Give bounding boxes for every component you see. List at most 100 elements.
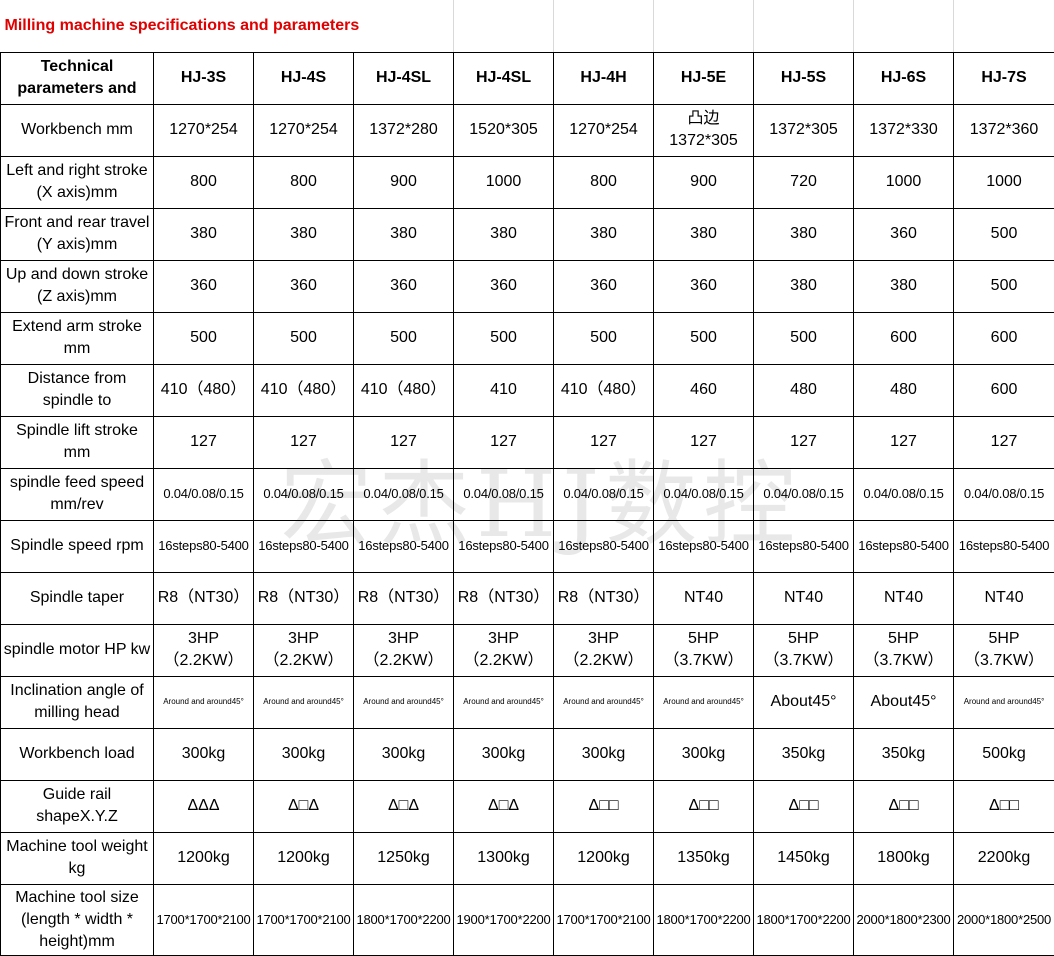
value-cell: 1270*254 — [254, 104, 354, 156]
value-cell: 1350kg — [654, 832, 754, 884]
value-cell: 1000 — [954, 156, 1054, 208]
value-cell: R8（NT30） — [454, 572, 554, 624]
value-cell: 16steps80-5400 — [754, 520, 854, 572]
value-cell: 500 — [954, 208, 1054, 260]
value-cell: 1900*1700*2200 — [454, 884, 554, 955]
value-cell: 460 — [654, 364, 754, 416]
value-cell: 0.04/0.08/0.15 — [254, 468, 354, 520]
value-cell: 5HP（3.7KW） — [954, 624, 1054, 676]
value-cell: 500 — [954, 260, 1054, 312]
value-cell: 500 — [454, 312, 554, 364]
value-cell: 16steps80-5400 — [954, 520, 1054, 572]
title-row: Milling machine specifications and param… — [1, 0, 1054, 52]
value-cell: 480 — [754, 364, 854, 416]
model-header: HJ-5S — [754, 52, 854, 104]
value-cell: 1000 — [854, 156, 954, 208]
value-cell: 600 — [954, 312, 1054, 364]
value-cell: 0.04/0.08/0.15 — [154, 468, 254, 520]
value-cell: 800 — [254, 156, 354, 208]
value-cell: NT40 — [854, 572, 954, 624]
value-cell: Around and around45° — [254, 676, 354, 728]
param-label: Distance from spindle to — [1, 364, 154, 416]
value-cell: 127 — [554, 416, 654, 468]
value-cell: 0.04/0.08/0.15 — [454, 468, 554, 520]
value-cell: 380 — [754, 260, 854, 312]
value-cell: 1700*1700*2100 — [554, 884, 654, 955]
value-cell: 380 — [354, 208, 454, 260]
value-cell: 2000*1800*2500 — [954, 884, 1054, 955]
value-cell: 300kg — [154, 728, 254, 780]
value-cell: 3HP（2.2KW） — [154, 624, 254, 676]
value-cell: 127 — [454, 416, 554, 468]
value-cell: 360 — [254, 260, 354, 312]
value-cell: 380 — [754, 208, 854, 260]
blank-cell — [454, 0, 554, 52]
value-cell: 1300kg — [454, 832, 554, 884]
model-header: HJ-6S — [854, 52, 954, 104]
model-header: HJ-4H — [554, 52, 654, 104]
param-label: spindle motor HP kw — [1, 624, 154, 676]
value-cell: R8（NT30） — [554, 572, 654, 624]
value-cell: 480 — [854, 364, 954, 416]
value-cell: 0.04/0.08/0.15 — [554, 468, 654, 520]
value-cell: 410（480） — [354, 364, 454, 416]
value-cell: Around and around45° — [954, 676, 1054, 728]
value-cell: 300kg — [354, 728, 454, 780]
value-cell: 300kg — [254, 728, 354, 780]
value-cell: 2000*1800*2300 — [854, 884, 954, 955]
value-cell: 500 — [354, 312, 454, 364]
value-cell: 16steps80-5400 — [554, 520, 654, 572]
value-cell: 360 — [454, 260, 554, 312]
value-cell: 360 — [854, 208, 954, 260]
value-cell: NT40 — [754, 572, 854, 624]
value-cell: 127 — [154, 416, 254, 468]
value-cell: Δ□□ — [554, 780, 654, 832]
value-cell: 3HP（2.2KW） — [454, 624, 554, 676]
value-cell: 300kg — [554, 728, 654, 780]
value-cell: Around and around45° — [654, 676, 754, 728]
value-cell: 1000 — [454, 156, 554, 208]
value-cell: 350kg — [754, 728, 854, 780]
value-cell: 500 — [754, 312, 854, 364]
blank-cell — [854, 0, 954, 52]
value-cell: 凸边1372*305 — [654, 104, 754, 156]
value-cell: 410 — [454, 364, 554, 416]
blank-cell — [654, 0, 754, 52]
value-cell: Around and around45° — [154, 676, 254, 728]
value-cell: 500 — [654, 312, 754, 364]
value-cell: Around and around45° — [354, 676, 454, 728]
value-cell: 3HP（2.2KW） — [254, 624, 354, 676]
value-cell: 16steps80-5400 — [154, 520, 254, 572]
value-cell: 1800kg — [854, 832, 954, 884]
value-cell: 1800*1700*2200 — [354, 884, 454, 955]
value-cell: 16steps80-5400 — [254, 520, 354, 572]
value-cell: 1700*1700*2100 — [154, 884, 254, 955]
value-cell: 360 — [554, 260, 654, 312]
model-header: HJ-5E — [654, 52, 754, 104]
value-cell: 127 — [954, 416, 1054, 468]
value-cell: NT40 — [954, 572, 1054, 624]
model-header: HJ-4S — [254, 52, 354, 104]
param-label: Workbench mm — [1, 104, 154, 156]
param-label: Front and rear travel (Y axis)mm — [1, 208, 154, 260]
value-cell: R8（NT30） — [354, 572, 454, 624]
value-cell: 1800*1700*2200 — [654, 884, 754, 955]
value-cell: 1250kg — [354, 832, 454, 884]
value-cell: 1200kg — [154, 832, 254, 884]
value-cell: 900 — [654, 156, 754, 208]
param-label: Machine tool size (length * width * heig… — [1, 884, 154, 955]
value-cell: 0.04/0.08/0.15 — [654, 468, 754, 520]
value-cell: About45° — [854, 676, 954, 728]
value-cell: 127 — [654, 416, 754, 468]
value-cell: 350kg — [854, 728, 954, 780]
